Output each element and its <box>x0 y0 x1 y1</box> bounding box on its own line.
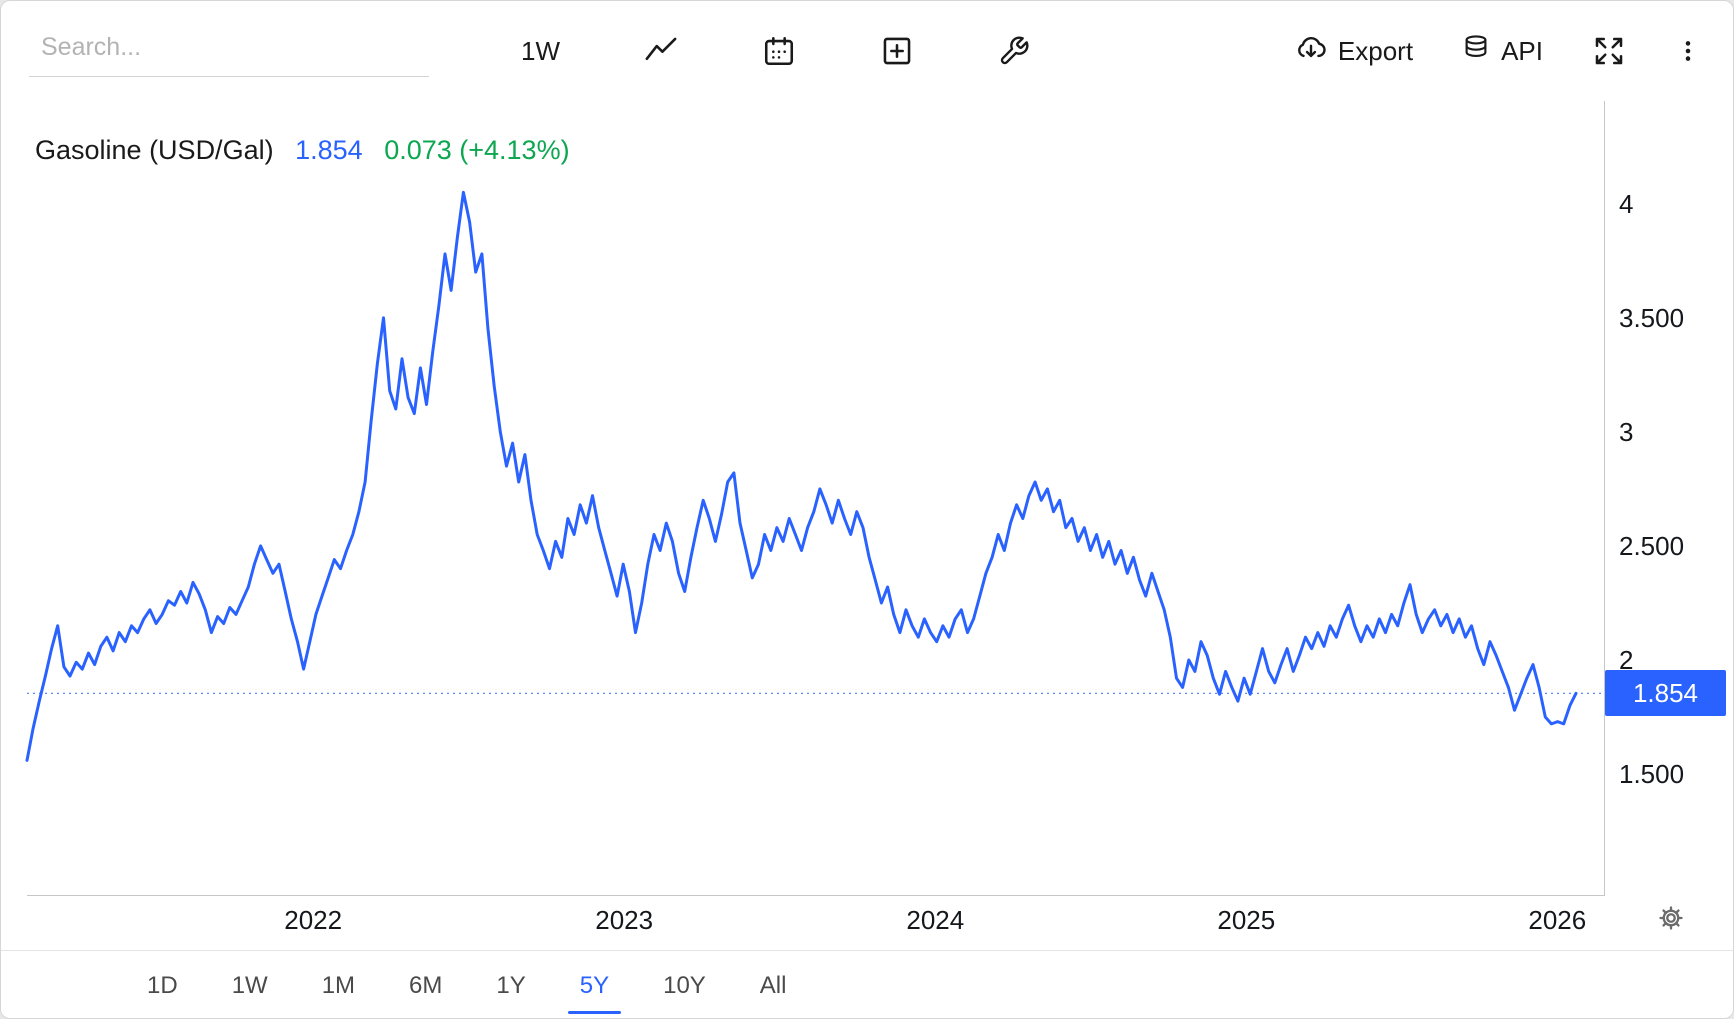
x-axis-labels: 2022 2023 2024 2025 2026 <box>27 895 1604 939</box>
range-option-1y[interactable]: 1Y <box>496 971 526 999</box>
chart-current-price: 1.854 <box>295 135 363 165</box>
x-axis-label: 2022 <box>284 905 343 935</box>
compare-add-icon[interactable] <box>880 34 914 68</box>
chart-type-line-icon[interactable] <box>644 34 678 68</box>
cloud-download-icon <box>1294 31 1328 72</box>
chart-region: Gasoline (USD/Gal) 1.854 0.073 (+4.13%) … <box>1 101 1733 935</box>
chart-change: 0.073 (+4.13%) <box>384 135 570 165</box>
range-option-6m[interactable]: 6M <box>409 971 443 999</box>
api-button[interactable]: API <box>1461 33 1543 70</box>
calendar-icon[interactable] <box>762 34 796 68</box>
x-axis-label: 2025 <box>1217 905 1276 935</box>
range-option-all[interactable]: All <box>759 971 787 999</box>
tools-wrench-icon[interactable] <box>998 35 1030 67</box>
price-series-line <box>25 190 1578 762</box>
search-field-wrap <box>29 25 429 77</box>
more-menu-kebab-icon[interactable] <box>1675 35 1701 67</box>
y-axis-label: 4 <box>1619 188 1634 219</box>
range-selector-bar: 1D 1W 1M 6M 1Y 5Y 10Y All <box>1 950 1733 1019</box>
y-axis-label: 3.500 <box>1619 302 1685 333</box>
api-label: API <box>1501 35 1543 66</box>
current-price-badge: 1.854 <box>1605 670 1726 717</box>
y-axis[interactable]: 1.854 4 3.500 3 2.500 2 1.500 <box>1604 101 1733 930</box>
x-axis-label: 2026 <box>1528 905 1587 935</box>
export-label: Export <box>1337 35 1414 66</box>
y-axis-label: 1.500 <box>1619 759 1685 790</box>
top-toolbar: 1W <box>1 1 1733 101</box>
range-option-1w[interactable]: 1W <box>231 971 268 999</box>
range-option-1d[interactable]: 1D <box>147 971 178 999</box>
database-icon <box>1461 33 1491 70</box>
y-axis-label: 3 <box>1619 416 1634 447</box>
range-option-5y[interactable]: 5Y <box>566 952 623 1019</box>
export-button[interactable]: Export <box>1294 31 1413 72</box>
x-axis-label: 2024 <box>906 905 965 935</box>
toolbar-right-group: Export API <box>1294 31 1701 72</box>
fullscreen-icon[interactable] <box>1591 33 1627 69</box>
plot-area[interactable]: 2022 2023 2024 2025 2026 <box>25 101 1604 935</box>
chart-title: Gasoline (USD/Gal) <box>35 135 274 165</box>
chart-header: Gasoline (USD/Gal) 1.854 0.073 (+4.13%) <box>35 135 570 166</box>
x-axis-label: 2023 <box>595 905 654 935</box>
search-input[interactable] <box>41 33 419 62</box>
range-option-1m[interactable]: 1M <box>321 971 356 999</box>
y-axis-label: 2 <box>1619 644 1634 675</box>
settings-gear-icon[interactable] <box>1657 904 1685 937</box>
y-axis-label: 2.500 <box>1619 530 1685 561</box>
range-option-10y[interactable]: 10Y <box>663 971 706 999</box>
interval-selector[interactable]: 1W <box>521 35 560 66</box>
plot-row: 2022 2023 2024 2025 2026 1.854 <box>25 101 1733 935</box>
price-chart <box>25 190 1604 762</box>
